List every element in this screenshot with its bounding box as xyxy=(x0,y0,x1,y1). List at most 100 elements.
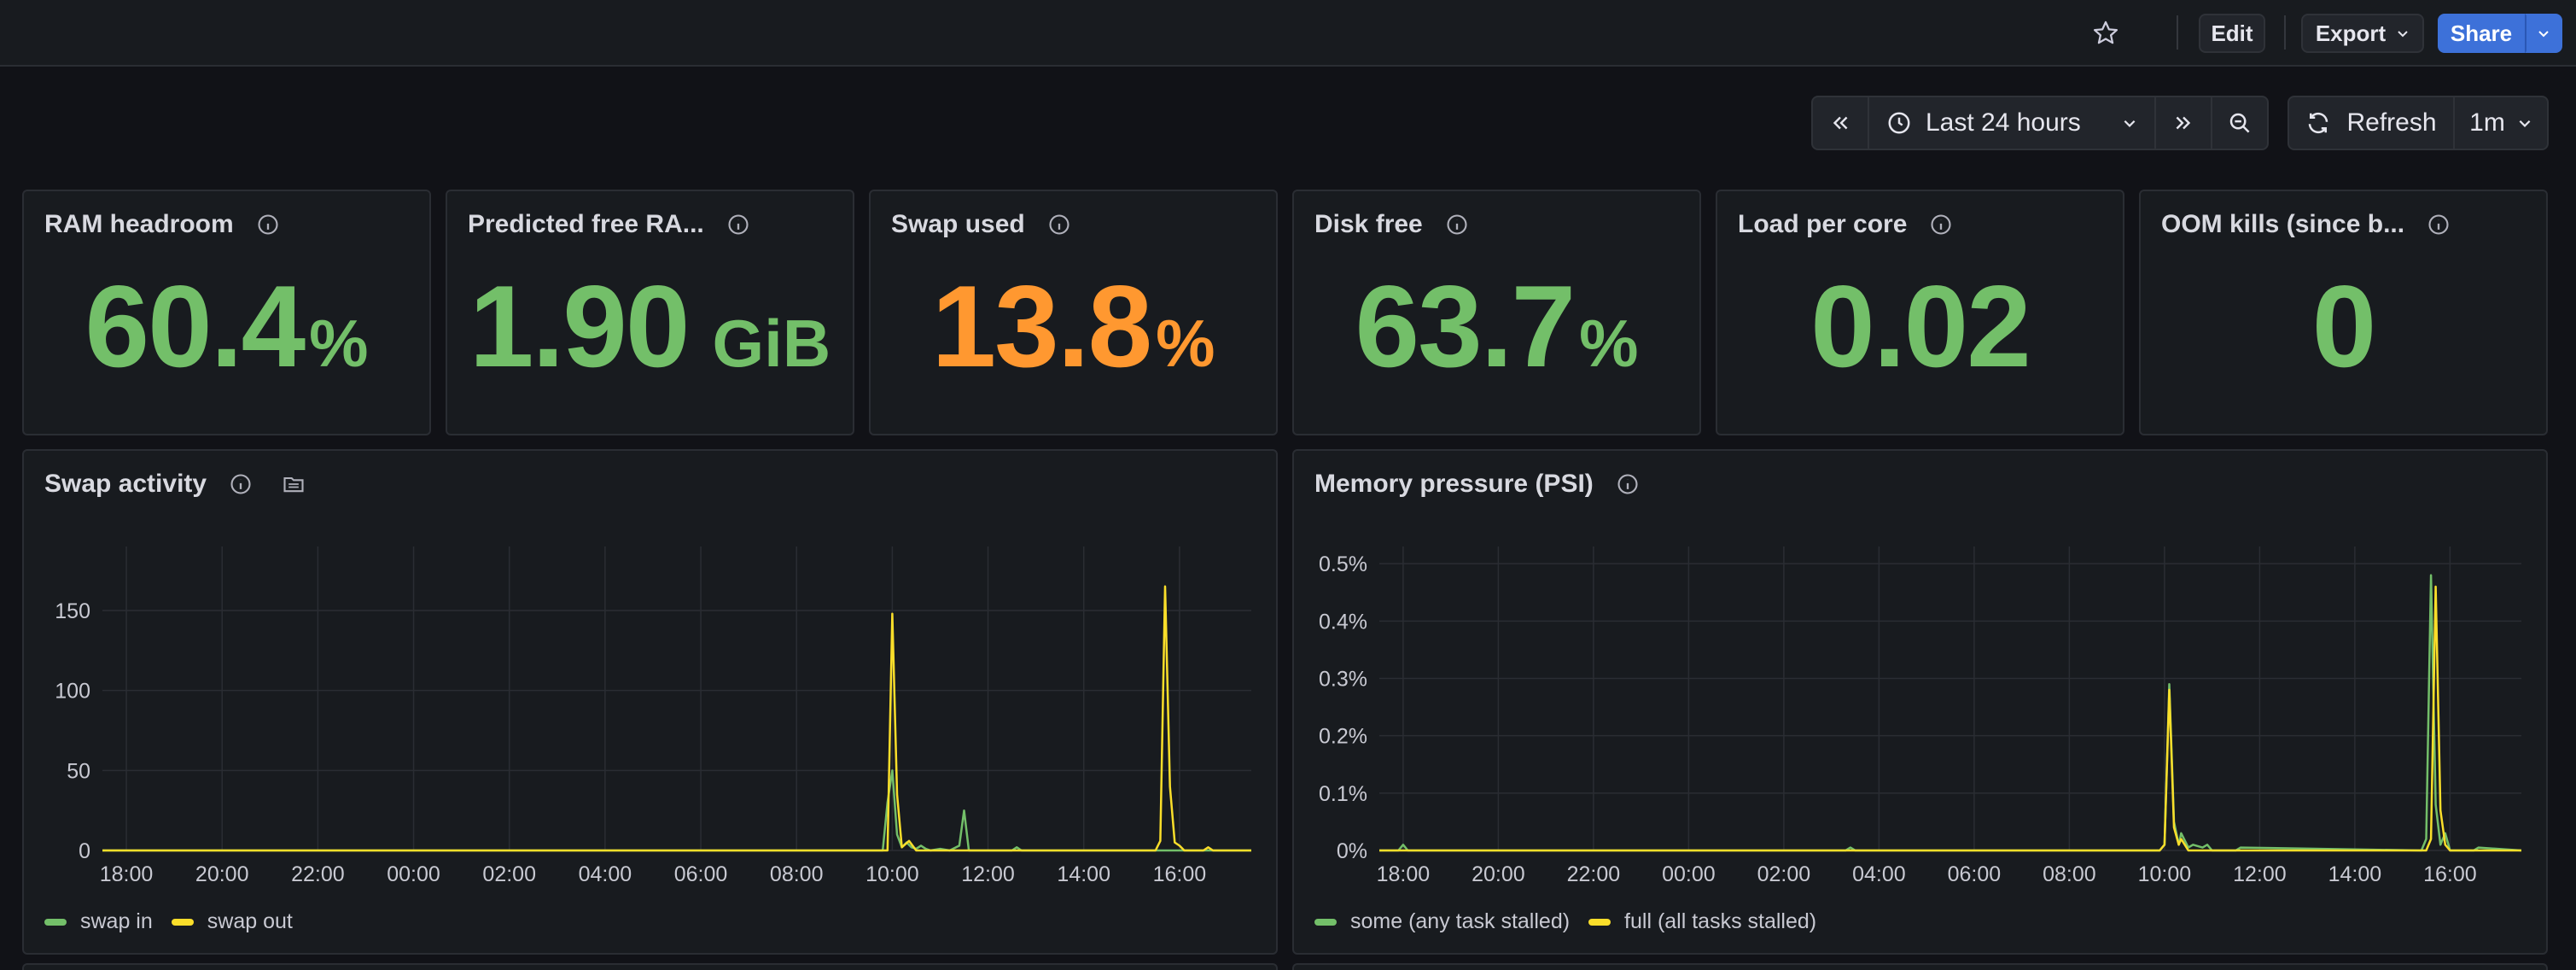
legend-swatch xyxy=(171,918,194,926)
x-tick-label: 00:00 xyxy=(1662,862,1716,886)
legend-label: some (any task stalled) xyxy=(1350,909,1571,933)
stat-value: 13.8% xyxy=(871,260,1276,393)
info-icon[interactable] xyxy=(1616,472,1640,496)
stat-panel-swap-used[interactable]: Swap used 13.8% xyxy=(869,190,1278,435)
x-tick-label: 12:00 xyxy=(961,862,1015,886)
stat-panel-predicted-free-ram[interactable]: Predicted free RA... 1.90 GiB xyxy=(446,190,854,435)
x-tick-label: 20:00 xyxy=(1472,862,1525,886)
x-tick-label: 06:00 xyxy=(1948,862,2002,886)
stat-panel-load-per-core[interactable]: Load per core 0.02 xyxy=(1716,190,2124,435)
info-icon[interactable] xyxy=(1047,213,1071,237)
refresh-interval-picker[interactable]: 1m xyxy=(2453,96,2549,150)
refresh-button[interactable]: Refresh xyxy=(2288,96,2455,150)
panel-title: Swap activity xyxy=(44,470,306,499)
y-tick-label: 150 xyxy=(55,599,90,623)
chart-panel-swap-activity[interactable]: Swap activity 18:00 20:00 22:00 00:00 02:00 0… xyxy=(22,449,1278,955)
share-label: Share xyxy=(2450,20,2513,46)
legend-swatch xyxy=(1314,918,1337,926)
top-navbar: Edit Export Share xyxy=(0,0,2576,67)
panel-title-text: RAM headroom xyxy=(44,210,234,238)
panel-title: Load per core xyxy=(1738,210,1953,239)
panel-title-text: Swap used xyxy=(891,210,1025,238)
y-tick-label: 0.4% xyxy=(1319,610,1367,634)
chart-panel-memory-pressure[interactable]: Memory pressure (PSI) 18:00 20:00 22:00 00:… xyxy=(1292,449,2548,955)
series-line-some xyxy=(1379,574,2522,852)
x-tick-label: 12:00 xyxy=(2233,862,2287,886)
stat-panel-ram-headroom[interactable]: RAM headroom 60.4% xyxy=(22,190,431,435)
stat-value: 60.4% xyxy=(24,260,429,393)
x-tick-label: 04:00 xyxy=(1852,862,1906,886)
zoom-out-icon xyxy=(2227,110,2253,136)
legend-label: swap in xyxy=(80,909,153,933)
panel-title: Disk free xyxy=(1314,210,1469,239)
legend-item-swap-out[interactable]: swap out xyxy=(171,909,293,934)
edit-label: Edit xyxy=(2211,20,2253,46)
series-line-full xyxy=(1379,585,2521,852)
toolbar-divider xyxy=(2177,15,2178,50)
stat-value: 1.90 GiB xyxy=(447,260,853,393)
x-tick-label: 14:00 xyxy=(2328,862,2382,886)
angle-double-right-icon xyxy=(2172,112,2194,134)
stat-unit: GiB xyxy=(712,306,831,381)
x-tick-label: 02:00 xyxy=(482,862,536,886)
panel-title-text: Disk free xyxy=(1314,210,1423,238)
info-icon[interactable] xyxy=(2427,213,2451,237)
info-icon[interactable] xyxy=(1929,213,1953,237)
y-tick-label: 100 xyxy=(55,680,90,704)
stat-value: 63.7% xyxy=(1294,260,1699,393)
star-icon[interactable] xyxy=(2091,19,2120,48)
x-tick-label: 20:00 xyxy=(195,862,249,886)
x-tick-label: 02:00 xyxy=(1757,862,1811,886)
legend-swatch xyxy=(44,918,67,926)
panel-title-text: Swap activity xyxy=(44,470,207,498)
share-button[interactable]: Share xyxy=(2438,14,2525,53)
stat-value: 0 xyxy=(2141,260,2546,393)
x-tick-label: 10:00 xyxy=(2138,862,2192,886)
info-icon[interactable] xyxy=(229,472,253,496)
time-shift-back-button[interactable] xyxy=(1811,96,1869,150)
legend-label: swap out xyxy=(207,909,293,933)
panel-title: Predicted free RA... xyxy=(468,210,750,239)
series-line-swap xyxy=(102,585,1251,852)
time-shift-forward-button[interactable] xyxy=(2154,96,2212,150)
legend-item-some[interactable]: some (any task stalled) xyxy=(1314,909,1570,934)
chevron-down-icon xyxy=(2396,26,2410,40)
y-tick-label: 0% xyxy=(1337,839,1367,863)
chevron-down-icon xyxy=(2537,26,2550,40)
x-tick-label: 22:00 xyxy=(291,862,345,886)
stat-unit: % xyxy=(309,306,369,381)
sync-icon xyxy=(2305,110,2331,136)
refresh-interval-label: 1m xyxy=(2469,108,2505,137)
swap-activity-chart[interactable]: 18:00 20:00 22:00 00:00 02:00 04:00 06:00 08:00… xyxy=(24,451,1279,956)
share-menu-button[interactable] xyxy=(2525,14,2562,53)
legend-item-swap-in[interactable]: swap in xyxy=(44,909,153,934)
zoom-out-button[interactable] xyxy=(2211,96,2269,150)
stat-number: 0.02 xyxy=(1810,261,2031,391)
x-tick-label: 16:00 xyxy=(2423,862,2477,886)
stat-panel-disk-free[interactable]: Disk free 63.7% xyxy=(1292,190,1701,435)
edit-button[interactable]: Edit xyxy=(2199,14,2265,53)
panel-title-text: OOM kills (since b... xyxy=(2161,210,2405,238)
x-tick-label: 22:00 xyxy=(1567,862,1621,886)
export-button[interactable]: Export xyxy=(2301,14,2424,53)
y-tick-label: 0.5% xyxy=(1319,552,1367,576)
x-tick-label: 08:00 xyxy=(2043,862,2096,886)
x-tick-label: 18:00 xyxy=(100,862,154,886)
legend-label: full (all tasks stalled) xyxy=(1624,909,1817,933)
info-icon[interactable] xyxy=(1445,213,1469,237)
stat-panel-oom-kills[interactable]: OOM kills (since b... 0 xyxy=(2139,190,2548,435)
time-range-picker[interactable]: Last 24 hours xyxy=(1868,96,2156,150)
memory-pressure-chart[interactable]: 18:00 20:00 22:00 00:00 02:00 04:00 06:00 08:00… xyxy=(1294,451,2550,956)
y-tick-label: 0 xyxy=(79,839,90,863)
info-icon[interactable] xyxy=(256,213,280,237)
info-icon[interactable] xyxy=(726,213,750,237)
x-tick-label: 18:00 xyxy=(1377,862,1431,886)
x-tick-label: 04:00 xyxy=(579,862,632,886)
x-tick-label: 14:00 xyxy=(1057,862,1110,886)
clock-icon xyxy=(1886,110,1912,136)
y-tick-label: 0.2% xyxy=(1319,725,1367,749)
library-panel-icon xyxy=(282,472,306,496)
refresh-label: Refresh xyxy=(2346,108,2437,137)
legend-item-full[interactable]: full (all tasks stalled) xyxy=(1588,909,1816,934)
x-tick-label: 16:00 xyxy=(1153,862,1207,886)
